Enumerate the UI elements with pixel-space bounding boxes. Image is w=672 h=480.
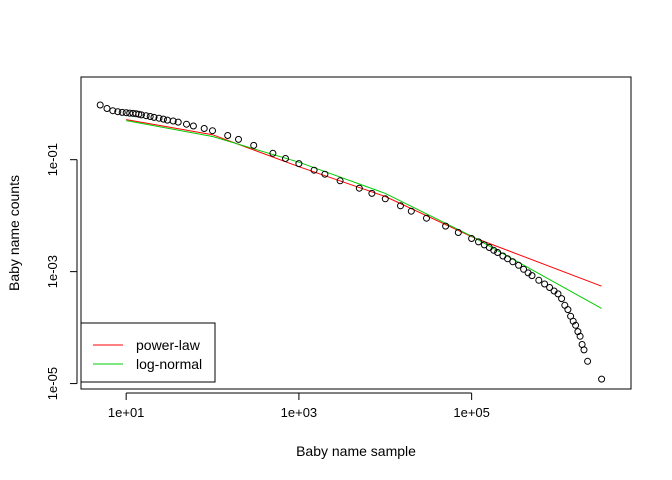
data-point [397,202,404,210]
data-point [475,238,482,246]
data-point [490,246,498,254]
data-point [224,132,232,139]
data-point [454,229,462,236]
data-point [442,222,450,230]
legend-label-power-law: power-law [136,337,201,353]
data-point [321,170,329,178]
data-point [103,105,111,112]
data-point [368,189,376,197]
data-point [200,125,208,132]
x-tick-label: 1e+05 [453,405,490,420]
legend: power-law log-normal [80,322,216,383]
data-point [580,346,588,354]
data-point [209,127,216,135]
fit-curves [126,119,602,309]
data-point [122,109,130,117]
data-point [142,112,150,120]
data-point [564,306,572,314]
data-point [541,280,549,288]
data-point [535,276,543,284]
data-point [504,255,511,263]
data-point [576,332,584,340]
x-axis: 1e+01 1e+03 1e+05 [108,392,490,420]
data-point [295,160,303,168]
legend-box [80,322,216,383]
data-point [561,301,569,309]
data-point [355,184,363,192]
data-point [509,258,517,266]
data-point [183,120,190,128]
y-tick-label: 1e-01 [45,143,60,176]
series-line-log-normal [126,120,602,309]
data-point [468,235,476,242]
data-point [423,214,430,222]
data-point [189,122,197,130]
y-tick-label: 1e-05 [45,367,60,400]
data-point [114,108,122,116]
data-point [174,118,182,126]
data-point [336,177,344,185]
data-point [554,290,562,298]
data-point [520,265,528,273]
data-point [515,261,523,269]
plot-frame [80,76,632,390]
data-point [169,117,177,125]
data-point [598,375,606,383]
data-point [146,113,154,120]
x-tick-label: 1e+01 [108,405,145,420]
data-point [269,149,277,157]
data-point [407,207,415,215]
data-point [572,321,580,329]
data-point [282,155,289,162]
data-point [546,284,554,291]
x-tick-label: 1e+03 [281,405,318,420]
data-point [150,113,158,121]
y-tick-label: 1e-03 [45,255,60,288]
data-point [558,295,566,303]
data-points [96,101,606,383]
data-point [494,249,502,256]
y-axis: 1e-05 1e-03 1e-01 [45,143,78,400]
data-point [381,195,389,203]
legend-label-log-normal: log-normal [136,356,202,372]
data-point [528,272,536,280]
data-point [155,114,163,122]
data-point [96,101,104,109]
data-point [584,357,592,365]
series-line-power-law [126,119,602,287]
data-point [250,141,258,149]
data-point [118,108,126,116]
data-point [137,111,145,119]
x-axis-title: Baby name sample [296,443,416,459]
data-point [235,135,242,143]
data-point [109,107,117,115]
data-point [163,116,171,124]
data-point [310,166,318,174]
y-axis-title: Baby name counts [6,175,22,291]
data-point [159,115,167,123]
